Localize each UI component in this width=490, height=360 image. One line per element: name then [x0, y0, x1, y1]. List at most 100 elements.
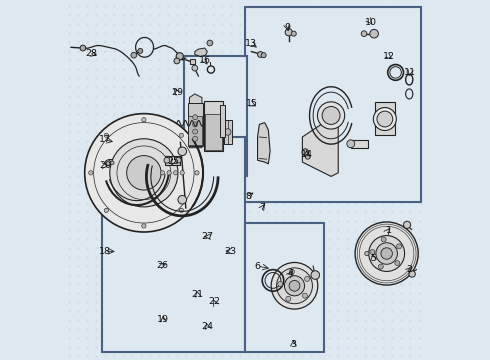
Circle shape [370, 249, 375, 255]
Text: 1: 1 [386, 226, 392, 235]
Text: 28: 28 [86, 49, 98, 58]
Circle shape [89, 171, 93, 175]
Circle shape [318, 102, 344, 129]
Circle shape [176, 53, 183, 60]
Circle shape [126, 156, 161, 190]
Bar [184, 56, 247, 176]
Text: 12: 12 [382, 52, 394, 61]
Text: 21: 21 [192, 290, 204, 299]
Circle shape [355, 222, 418, 285]
Text: 3: 3 [291, 341, 296, 350]
Text: 17: 17 [98, 135, 110, 144]
Circle shape [381, 237, 386, 242]
Circle shape [193, 115, 197, 120]
Circle shape [105, 160, 111, 166]
Text: 19: 19 [157, 315, 169, 324]
Circle shape [179, 133, 184, 138]
Circle shape [403, 221, 411, 228]
Circle shape [395, 261, 400, 266]
Text: 15: 15 [245, 99, 257, 108]
Circle shape [302, 149, 309, 155]
Bar [191, 59, 195, 64]
Circle shape [289, 280, 300, 291]
Text: 9: 9 [284, 23, 290, 32]
Text: 27: 27 [201, 232, 213, 241]
Circle shape [347, 140, 355, 148]
Circle shape [271, 262, 318, 309]
Text: 22: 22 [209, 297, 221, 306]
Bar [205, 114, 222, 150]
Bar [351, 140, 368, 148]
Circle shape [302, 293, 307, 298]
Circle shape [104, 133, 108, 138]
Circle shape [370, 30, 378, 38]
Text: 16: 16 [199, 57, 211, 66]
Text: 7: 7 [259, 203, 265, 212]
Circle shape [361, 31, 367, 37]
Circle shape [365, 251, 369, 256]
Circle shape [258, 51, 263, 57]
Bar [204, 101, 223, 151]
Text: 14: 14 [301, 150, 313, 159]
Circle shape [289, 269, 294, 274]
Circle shape [85, 114, 203, 232]
Polygon shape [220, 105, 225, 137]
Circle shape [174, 58, 180, 64]
Text: 20: 20 [99, 161, 111, 170]
Circle shape [377, 111, 393, 127]
Circle shape [207, 40, 213, 46]
Polygon shape [302, 119, 338, 176]
Circle shape [193, 136, 197, 141]
Text: 25: 25 [167, 157, 179, 166]
Circle shape [286, 296, 291, 301]
Bar [245, 223, 324, 352]
Circle shape [111, 161, 114, 165]
Circle shape [311, 271, 319, 279]
Circle shape [376, 243, 397, 264]
Circle shape [173, 171, 178, 175]
Bar [101, 137, 245, 352]
Circle shape [178, 195, 187, 204]
Circle shape [131, 52, 137, 58]
Circle shape [192, 65, 197, 71]
Circle shape [160, 171, 165, 175]
Text: 24: 24 [201, 322, 213, 331]
Polygon shape [258, 123, 270, 164]
Circle shape [193, 122, 197, 127]
Text: 8: 8 [245, 192, 251, 201]
Text: 13: 13 [245, 39, 258, 48]
Circle shape [167, 171, 171, 175]
Text: 18: 18 [98, 247, 110, 256]
Text: 11: 11 [404, 68, 416, 77]
Circle shape [104, 208, 108, 212]
Text: 6: 6 [254, 262, 261, 271]
Polygon shape [195, 48, 207, 56]
Circle shape [261, 53, 266, 58]
Text: 29: 29 [171, 87, 183, 96]
Circle shape [322, 107, 340, 125]
Circle shape [276, 268, 313, 304]
Circle shape [291, 31, 296, 36]
Text: 2: 2 [406, 265, 412, 274]
Circle shape [381, 248, 392, 259]
Text: 4: 4 [288, 269, 294, 278]
Circle shape [110, 139, 178, 207]
Text: 5: 5 [370, 255, 376, 264]
Text: 10: 10 [365, 18, 376, 27]
Circle shape [373, 108, 396, 131]
Bar [188, 116, 202, 145]
Circle shape [378, 264, 383, 269]
Circle shape [193, 129, 197, 134]
Bar [188, 103, 203, 146]
Circle shape [305, 154, 310, 159]
Circle shape [409, 271, 416, 277]
Circle shape [195, 171, 199, 175]
Bar [224, 120, 232, 144]
Text: 23: 23 [224, 247, 237, 256]
Circle shape [175, 157, 181, 163]
Bar [375, 102, 394, 135]
Polygon shape [190, 94, 202, 148]
Circle shape [179, 208, 184, 212]
Circle shape [285, 29, 293, 36]
Circle shape [224, 129, 231, 135]
